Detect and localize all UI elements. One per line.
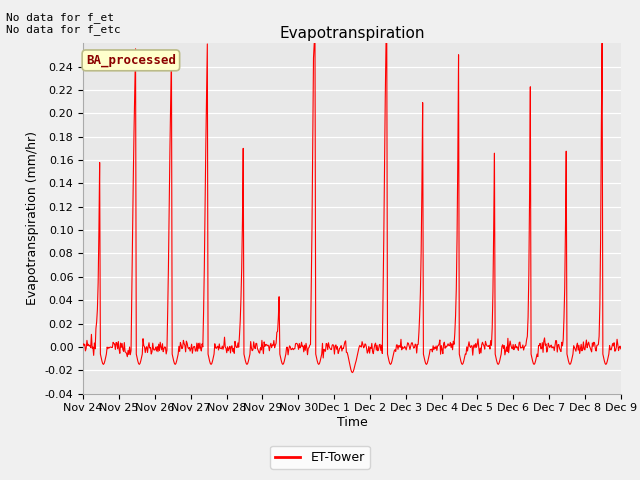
Text: BA_processed: BA_processed <box>86 54 176 67</box>
Legend: ET-Tower: ET-Tower <box>270 446 370 469</box>
Text: No data for f_et: No data for f_et <box>6 12 115 23</box>
Title: Evapotranspiration: Evapotranspiration <box>279 25 425 41</box>
X-axis label: Time: Time <box>337 416 367 429</box>
Text: No data for f_etc: No data for f_etc <box>6 24 121 35</box>
Y-axis label: Evapotranspiration (mm/hr): Evapotranspiration (mm/hr) <box>26 132 39 305</box>
